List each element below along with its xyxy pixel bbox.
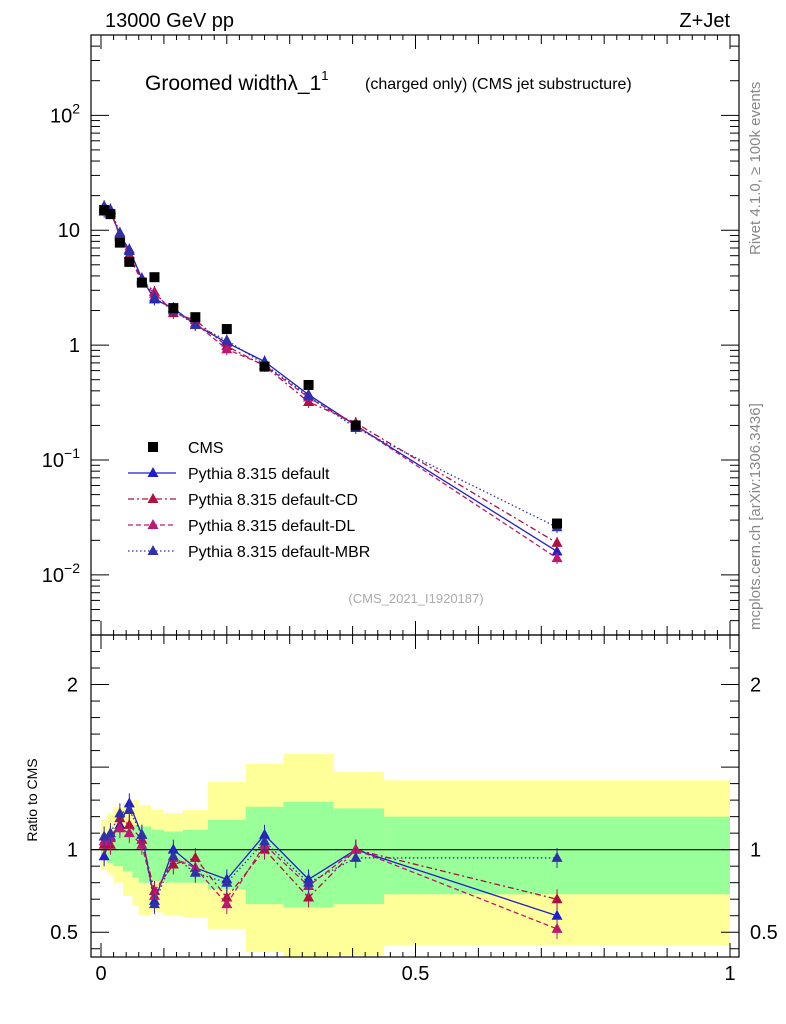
ratio-y-tick-label-right: 2 — [750, 675, 761, 697]
energy-label: 13000 GeV pp — [105, 10, 234, 32]
ratio-point-pythia-8-315-default-dl — [221, 898, 233, 909]
ratio-point-pythia-8-315-default-mbr — [221, 876, 233, 887]
main-y-tick-label: 1 — [69, 335, 80, 357]
legend: CMS Pythia 8.315 default Pythia 8.315 de… — [128, 440, 370, 561]
main-point-cms — [168, 303, 179, 314]
main-point-pythia-8-315-default-mbr — [303, 390, 315, 401]
main-y-tick-label: 10−1 — [42, 445, 80, 472]
ratio-frame — [90, 634, 740, 958]
ratio-point-pythia-8-315-default-mbr — [551, 851, 563, 862]
ratio-point-pythia-8-315-default-mbr — [148, 898, 160, 909]
main-point-pythia-8-315-default — [551, 545, 563, 556]
legend-entry-dl: Pythia 8.315 default-DL — [128, 518, 355, 535]
ratio-point-pythia-8-315-default-cd — [189, 851, 201, 862]
ratio-y-tick-label: 1 — [67, 840, 78, 862]
legend-entry-mbr: Pythia 8.315 default-MBR — [128, 544, 370, 561]
mcplots-label: mcplots.cern.ch [arXiv:1306.3436] — [747, 403, 764, 630]
ratio-point-pythia-8-315-default-mbr — [114, 807, 126, 818]
ratio-point-pythia-8-315-default-mbr — [350, 851, 362, 862]
legend-entry-default: Pythia 8.315 default — [128, 466, 330, 483]
ratio-point-pythia-8-315-default-mbr — [104, 827, 116, 838]
ratio-point-pythia-8-315-default — [551, 909, 563, 920]
ratio-y-tick-label: 0.5 — [50, 922, 78, 944]
ratio-point-pythia-8-315-default-mbr — [303, 876, 315, 887]
main-point-cms — [303, 379, 314, 390]
ratio-point-pythia-8-315-default-dl — [551, 922, 563, 933]
ratio-point-pythia-8-315-default-mbr — [123, 804, 135, 815]
plot-title: Groomed widthλ_11 — [145, 68, 329, 95]
band-green-bin — [113, 828, 124, 867]
main-y-tick-label: 10−2 — [42, 560, 80, 587]
ratio-ylabel: Ratio to CMS — [24, 758, 40, 841]
main-point-pythia-8-315-default-mbr — [189, 318, 201, 329]
title-main: Groomed widthλ_1 — [145, 72, 321, 95]
legend-label-cms: CMS — [188, 440, 224, 457]
ratio-point-pythia-8-315-default-mbr — [259, 835, 271, 846]
ratio-point-pythia-8-315-default — [98, 850, 110, 861]
main-point-pythia-8-315-default-mbr — [221, 334, 233, 345]
main-point-cms — [350, 420, 361, 431]
title-sup: 1 — [321, 68, 328, 83]
ratio-y-tick-label: 2 — [67, 675, 78, 697]
legend-label-default: Pythia 8.315 default — [188, 466, 330, 483]
ratio-point-pythia-8-315-default-mbr — [167, 850, 179, 861]
legend-label-mbr: Pythia 8.315 default-MBR — [188, 544, 370, 561]
ratio-point-pythia-8-315-default-dl — [114, 822, 126, 833]
main-point-pythia-8-315-default-cd — [551, 536, 563, 547]
main-point-pythia-8-315-default-mbr — [148, 291, 160, 302]
main-point-pythia-8-315-default-dl — [551, 552, 563, 563]
main-point-cms — [114, 237, 125, 248]
legend-label-cd: Pythia 8.315 default-CD — [188, 492, 358, 509]
band-green-bin — [132, 824, 139, 878]
main-point-cms — [149, 272, 160, 283]
main-point-pythia-8-315-default-mbr — [123, 244, 135, 255]
main-line-pythia-8-315-default-mbr — [103, 205, 558, 528]
ratio-point-pythia-8-315-default-cd — [303, 891, 315, 902]
band-green-bin — [151, 829, 164, 882]
ratio-point-pythia-8-315-default-dl — [123, 827, 135, 838]
legend-marker-default — [147, 467, 159, 477]
legend-label-dl: Pythia 8.315 default-DL — [188, 518, 355, 535]
main-point-pythia-8-315-default-dl — [221, 343, 233, 354]
ratio-y-tick-label-right: 1 — [750, 840, 761, 862]
main-panel: 10−2 10−1 1 10 102 — [42, 34, 739, 636]
process-label: Z+Jet — [679, 10, 730, 32]
ratio-point-pythia-8-315-default-mbr — [98, 830, 110, 841]
ratio-y-tick-label-right: 0.5 — [750, 922, 778, 944]
main-point-cms — [99, 204, 110, 215]
main-point-cms — [124, 256, 135, 267]
legend-marker-mbr — [147, 545, 159, 555]
main-point-cms — [136, 277, 147, 288]
legend-marker-cd — [147, 493, 159, 503]
main-y-tick-label: 10 — [58, 220, 80, 242]
band-green-bin — [123, 826, 133, 872]
main-point-cms — [552, 518, 563, 529]
x-tick-label: 0.5 — [402, 963, 430, 985]
ratio-panel: 0 0.5 1 0.5 0.5 1 1 2 2 — [50, 635, 778, 985]
legend-marker-cms — [148, 442, 158, 452]
main-point-cms — [105, 209, 116, 220]
main-point-cms — [190, 312, 201, 323]
main-point-cms — [259, 361, 270, 372]
main-point-cms — [221, 324, 232, 335]
ratio-point-pythia-8-315-default-cd — [551, 893, 563, 904]
legend-entry-cms: CMS — [148, 440, 224, 457]
legend-entry-cd: Pythia 8.315 default-CD — [128, 492, 358, 509]
title-sub: (charged only) (CMS jet substructure) — [365, 76, 632, 93]
legend-marker-dl — [147, 519, 159, 529]
x-tick-label: 0 — [95, 963, 106, 985]
x-tick-label: 1 — [724, 963, 735, 985]
ratio-point-pythia-8-315-default-mbr — [189, 866, 201, 877]
rivet-label: Rivet 4.1.0, ≥ 100k events — [747, 82, 764, 255]
main-y-tick-label: 102 — [50, 100, 80, 127]
analysis-id: (CMS_2021_I1920187) — [348, 591, 483, 606]
main-point-pythia-8-315-default-mbr — [114, 226, 126, 237]
ratio-point-pythia-8-315-default-mbr — [136, 828, 148, 839]
